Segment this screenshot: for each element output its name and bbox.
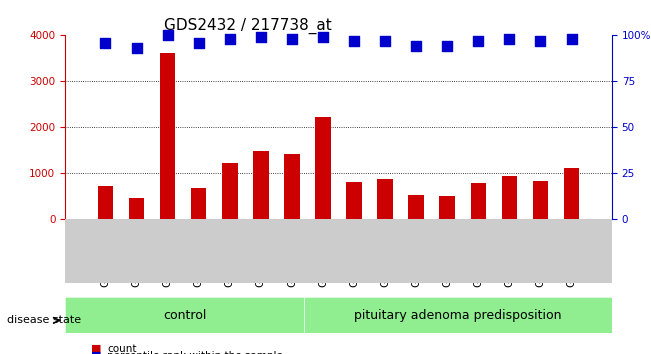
Text: percentile rank within the sample: percentile rank within the sample <box>107 351 283 354</box>
Point <box>380 38 391 44</box>
Bar <box>408 195 424 219</box>
Bar <box>253 151 269 219</box>
Bar <box>222 163 238 219</box>
Text: GDS2432 / 217738_at: GDS2432 / 217738_at <box>163 18 331 34</box>
Bar <box>378 179 393 219</box>
Point <box>256 34 266 40</box>
Text: control: control <box>163 309 206 321</box>
Bar <box>160 53 175 219</box>
Point <box>473 38 484 44</box>
Bar <box>315 117 331 219</box>
Point <box>349 38 359 44</box>
Point <box>535 38 546 44</box>
Bar <box>346 182 362 219</box>
Point <box>411 44 421 49</box>
Point <box>132 45 142 51</box>
Text: ■: ■ <box>91 351 102 354</box>
Bar <box>284 154 299 219</box>
Point <box>100 40 111 46</box>
Point <box>566 36 577 42</box>
Bar <box>471 183 486 219</box>
Bar <box>564 168 579 219</box>
Text: ■: ■ <box>91 344 102 354</box>
Point <box>318 34 328 40</box>
Point <box>163 33 173 38</box>
Point <box>442 44 452 49</box>
Text: disease state: disease state <box>7 315 81 325</box>
Bar <box>533 181 548 219</box>
Bar <box>191 188 206 219</box>
Point <box>225 36 235 42</box>
Text: count: count <box>107 344 137 354</box>
Bar <box>439 195 455 219</box>
Bar <box>502 176 517 219</box>
Bar <box>129 198 145 219</box>
Point <box>505 36 515 42</box>
Bar <box>98 186 113 219</box>
Text: pituitary adenoma predisposition: pituitary adenoma predisposition <box>354 309 562 321</box>
Point <box>193 40 204 46</box>
Point <box>286 36 297 42</box>
